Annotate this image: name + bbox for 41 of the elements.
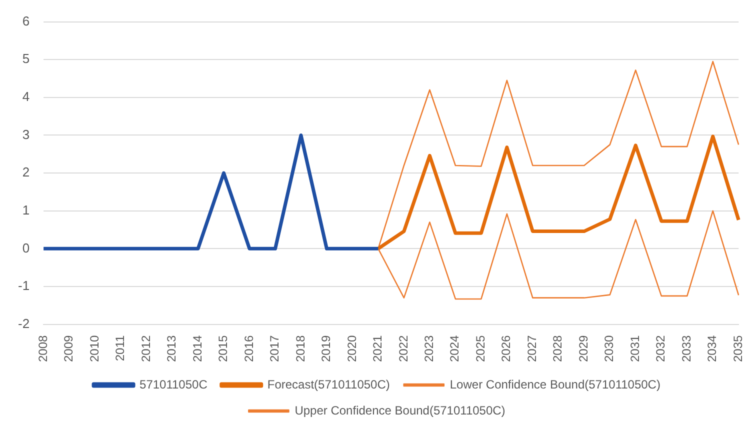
y-tick-label: 0 bbox=[22, 240, 30, 256]
x-tick-label: 2017 bbox=[268, 334, 282, 362]
x-tick-label: 2027 bbox=[524, 334, 539, 362]
x-tick-label: 2026 bbox=[499, 334, 514, 362]
x-tick-label: 2028 bbox=[550, 334, 565, 362]
x-tick-label: 2031 bbox=[628, 334, 642, 362]
y-tick-label: 4 bbox=[22, 89, 30, 104]
x-tick-label: 2034 bbox=[705, 334, 720, 362]
x-tick-label: 2010 bbox=[87, 334, 102, 362]
x-tick-label: 2025 bbox=[473, 334, 488, 362]
x-tick-label: 2012 bbox=[138, 334, 153, 362]
x-tick-label: 2009 bbox=[62, 334, 76, 362]
x-tick-label: 2015 bbox=[216, 334, 230, 362]
x-tick-label: 2008 bbox=[36, 334, 50, 362]
x-tick-label: 2035 bbox=[730, 334, 745, 362]
legend-label: Lower Confidence Bound(571011050C) bbox=[450, 377, 660, 392]
x-tick-label: 2013 bbox=[164, 334, 179, 362]
legend-label: 571011050C bbox=[140, 377, 208, 392]
x-tick-label: 2018 bbox=[293, 334, 308, 362]
y-tick-label: 3 bbox=[22, 126, 30, 142]
y-tick-label: 6 bbox=[22, 13, 30, 28]
y-tick-label: -2 bbox=[18, 316, 30, 331]
x-tick-label: 2016 bbox=[242, 334, 256, 362]
x-tick-label: 2024 bbox=[448, 334, 462, 362]
legend-label: Upper Confidence Bound(571011050C) bbox=[294, 403, 506, 418]
x-tick-label: 2019 bbox=[319, 334, 334, 362]
legend-label: Forecast(571011050C) bbox=[267, 377, 390, 392]
x-tick-label: 2030 bbox=[602, 334, 616, 362]
y-tick-label: -1 bbox=[18, 278, 30, 294]
x-tick-label: 2014 bbox=[190, 334, 204, 362]
y-tick-label: 5 bbox=[22, 51, 30, 66]
y-tick-label: 2 bbox=[22, 164, 30, 180]
x-tick-label: 2032 bbox=[654, 334, 668, 362]
x-tick-label: 2023 bbox=[422, 334, 436, 362]
x-tick-label: 2011 bbox=[113, 334, 128, 362]
y-tick-label: 1 bbox=[22, 202, 30, 218]
x-tick-label: 2020 bbox=[344, 334, 359, 362]
x-tick-label: 2022 bbox=[396, 334, 410, 362]
x-tick-label: 2021 bbox=[370, 334, 385, 362]
x-tick-label: 2033 bbox=[679, 334, 694, 362]
x-tick-label: 2029 bbox=[576, 334, 590, 362]
